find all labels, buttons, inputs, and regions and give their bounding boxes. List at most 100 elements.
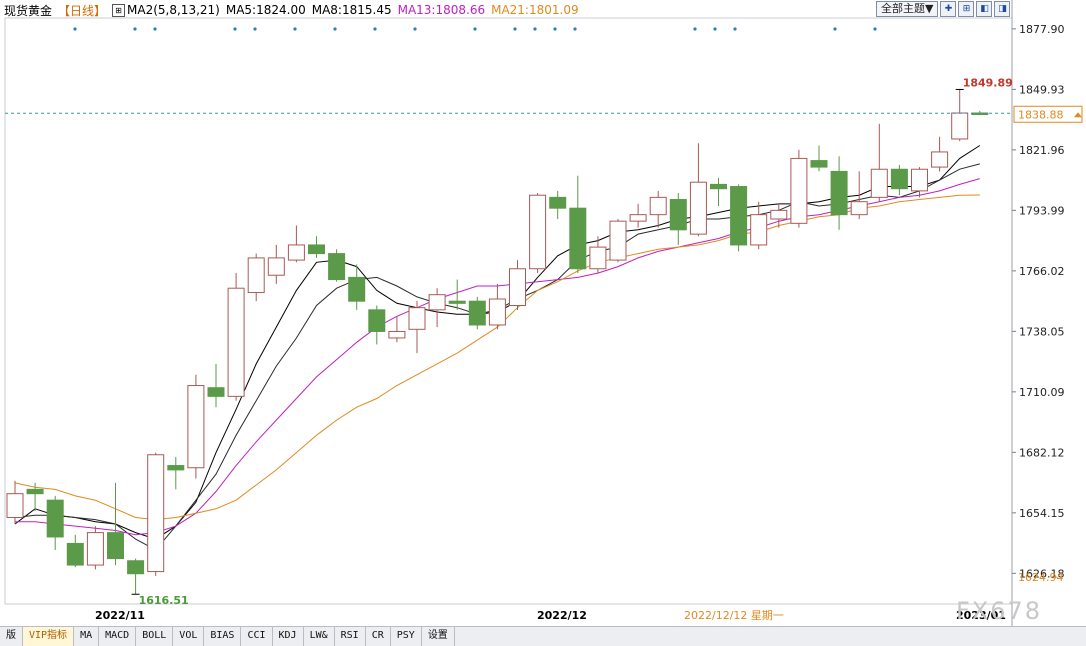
y-tick-label: 1821.96 <box>1019 144 1065 157</box>
indicator-tab[interactable]: CCI <box>241 627 273 646</box>
y-tick-label: 1849.93 <box>1019 83 1065 96</box>
x-axis-label: 2022/12/12 星期一 <box>684 609 784 622</box>
candle-body <box>428 294 446 311</box>
ma21-value: MA21:1801.09 <box>491 3 579 17</box>
event-dot <box>513 27 517 31</box>
instrument-title: 现货黄金 <box>4 3 53 18</box>
event-dot <box>413 27 417 31</box>
indicator-tab[interactable]: RSI <box>335 627 366 646</box>
zoom-icon[interactable]: ⊞ <box>958 1 975 17</box>
ma-indicator-icon[interactable]: ⊞ <box>112 3 126 17</box>
low-marker-label: 1624.94 <box>1018 571 1064 584</box>
indicator-tab[interactable]: VOL <box>173 627 205 646</box>
candle <box>227 273 245 401</box>
indicator-tab[interactable]: MA <box>74 627 100 646</box>
current-price-box <box>1013 105 1083 123</box>
y-tick-label: 1738.05 <box>1019 325 1065 338</box>
candle <box>589 236 607 274</box>
candle <box>730 184 748 252</box>
candle-body <box>931 151 949 168</box>
candle <box>750 201 768 250</box>
event-dot <box>233 27 237 31</box>
candle <box>649 190 667 228</box>
event-dot <box>293 27 297 31</box>
current-price-label: 1838.88 <box>1018 108 1064 121</box>
candle-body <box>408 307 426 330</box>
theme-dropdown[interactable]: 全部主题▼ <box>876 1 939 17</box>
event-dot <box>333 27 337 31</box>
low-label: 1616.51 <box>139 594 189 607</box>
price-axis: 1877.90 1849.93 1821.96 1793.99 1766.02 1738.… <box>5 23 1083 584</box>
ma5-value: MA5:1824.00 <box>225 3 306 17</box>
candle <box>468 296 486 330</box>
candle <box>529 193 547 274</box>
candle <box>86 526 104 570</box>
candle-body <box>649 196 667 216</box>
candle <box>187 374 205 479</box>
event-dot <box>133 27 137 31</box>
candle <box>629 203 647 228</box>
candle-body <box>46 499 64 538</box>
candle-body <box>850 201 868 216</box>
indicator-tab[interactable]: PSY <box>391 627 422 646</box>
indicator-tab[interactable]: MACD <box>99 627 137 646</box>
indicator-tab[interactable]: VIP指标 <box>23 627 75 646</box>
candle-body <box>830 170 848 216</box>
event-dot <box>873 27 877 31</box>
indicator-tab[interactable]: LW& <box>304 627 335 646</box>
watermark: FX678 <box>956 597 1042 625</box>
candle <box>448 279 466 310</box>
indicator-tab[interactable]: CR <box>366 627 391 646</box>
period-label[interactable]: 【日线】 <box>58 3 107 18</box>
crosshair-icon[interactable]: ✚ <box>940 1 957 17</box>
y-tick-label: 1626.18 <box>1019 567 1065 580</box>
x-axis-label: 2022/11 <box>95 609 145 622</box>
candle-body <box>328 253 346 281</box>
candle-body <box>107 532 124 560</box>
step-back-icon[interactable]: ◧ <box>976 1 993 17</box>
candle <box>609 218 627 263</box>
candle-body <box>770 209 788 220</box>
candle <box>770 203 788 228</box>
candle-body <box>790 157 808 224</box>
x-axis-label: 2022/12 <box>537 609 587 622</box>
candle <box>509 260 526 310</box>
candlestick-chart[interactable]: 1877.90 1849.93 1821.96 1793.99 1766.02 1738.… <box>0 0 1086 626</box>
high-label: 1849.89 <box>963 76 1013 89</box>
candle-body <box>127 560 145 575</box>
candle <box>388 316 406 343</box>
candle-body <box>569 207 587 270</box>
candle-body <box>308 244 325 255</box>
candle <box>167 456 185 490</box>
indicator-tab[interactable]: BOLL <box>136 627 174 646</box>
candle-body <box>167 465 185 471</box>
candle-body <box>368 309 386 332</box>
candle-body <box>549 196 567 209</box>
step-forward-icon[interactable]: ◨ <box>994 1 1011 17</box>
event-dot <box>713 27 717 31</box>
y-tick-label: 1793.99 <box>1019 204 1065 217</box>
candle-body <box>287 244 305 261</box>
candle <box>931 136 949 172</box>
event-dot <box>573 27 577 31</box>
candle <box>368 305 386 345</box>
candle <box>207 363 225 408</box>
candle <box>850 171 868 219</box>
candle <box>127 558 145 595</box>
indicator-tab[interactable]: 设置 <box>422 627 455 646</box>
candle-body <box>66 542 84 566</box>
candle <box>790 149 808 228</box>
candle-body <box>890 168 908 190</box>
indicator-tab[interactable]: BIAS <box>204 627 242 646</box>
candle <box>428 288 446 328</box>
candle-body <box>810 160 828 168</box>
event-dot <box>73 27 77 31</box>
candle-body <box>448 300 466 304</box>
candle-body <box>468 300 486 326</box>
indicator-tab[interactable]: KDJ <box>273 627 304 646</box>
candle-body <box>609 220 627 261</box>
candle <box>308 236 325 258</box>
indicator-tab[interactable]: 版 <box>0 627 23 646</box>
candle <box>810 145 828 172</box>
candle-body <box>509 268 526 307</box>
